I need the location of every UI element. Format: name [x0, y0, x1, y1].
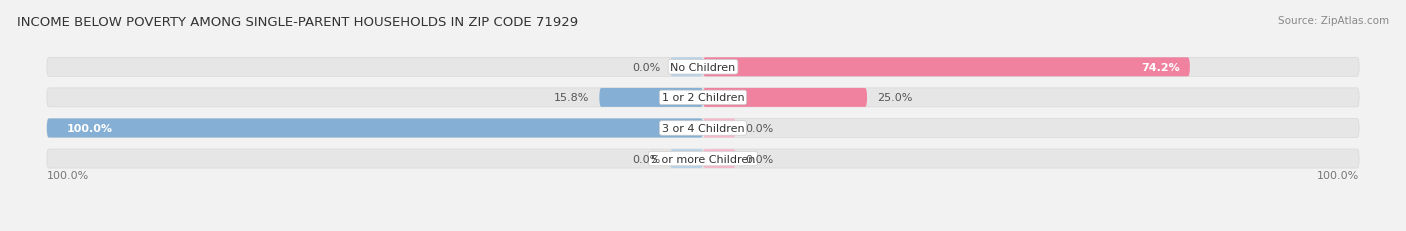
FancyBboxPatch shape: [599, 88, 703, 107]
Text: Source: ZipAtlas.com: Source: ZipAtlas.com: [1278, 16, 1389, 26]
Text: 5 or more Children: 5 or more Children: [651, 154, 755, 164]
Text: 15.8%: 15.8%: [554, 93, 589, 103]
Text: 100.0%: 100.0%: [46, 171, 89, 181]
FancyBboxPatch shape: [46, 119, 703, 138]
Text: 1 or 2 Children: 1 or 2 Children: [662, 93, 744, 103]
Text: No Children: No Children: [671, 63, 735, 73]
Text: 0.0%: 0.0%: [633, 154, 661, 164]
FancyBboxPatch shape: [46, 88, 1360, 107]
FancyBboxPatch shape: [46, 58, 1360, 77]
FancyBboxPatch shape: [703, 149, 735, 168]
Text: 25.0%: 25.0%: [877, 93, 912, 103]
Text: 3 or 4 Children: 3 or 4 Children: [662, 123, 744, 133]
Text: INCOME BELOW POVERTY AMONG SINGLE-PARENT HOUSEHOLDS IN ZIP CODE 71929: INCOME BELOW POVERTY AMONG SINGLE-PARENT…: [17, 16, 578, 29]
FancyBboxPatch shape: [46, 119, 1360, 138]
Text: 100.0%: 100.0%: [66, 123, 112, 133]
Text: 74.2%: 74.2%: [1142, 63, 1180, 73]
Text: 0.0%: 0.0%: [633, 63, 661, 73]
FancyBboxPatch shape: [46, 149, 1360, 168]
FancyBboxPatch shape: [703, 88, 868, 107]
Text: 0.0%: 0.0%: [745, 123, 773, 133]
Text: 0.0%: 0.0%: [745, 154, 773, 164]
FancyBboxPatch shape: [703, 58, 1189, 77]
Text: 100.0%: 100.0%: [1317, 171, 1360, 181]
FancyBboxPatch shape: [671, 149, 703, 168]
FancyBboxPatch shape: [703, 119, 735, 138]
FancyBboxPatch shape: [671, 58, 703, 77]
